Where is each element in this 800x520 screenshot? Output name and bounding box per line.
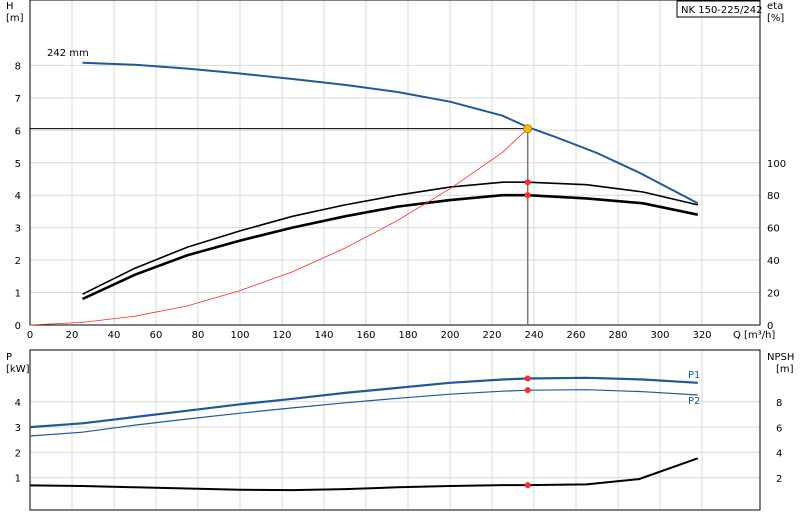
- operating-point-marker: [523, 124, 533, 134]
- x-tick-label: 220: [482, 330, 501, 341]
- x-tick-label: 180: [398, 330, 417, 341]
- x-tick-label: 0: [27, 330, 33, 341]
- y-right-tick-label: 8: [776, 398, 782, 409]
- power-p2-curve: [29, 389, 698, 437]
- top-panel-series: [29, 61, 699, 326]
- ylabel-left-top-unit: [m]: [6, 13, 24, 24]
- operating-point-marker: [524, 375, 531, 382]
- operating-point-marker: [524, 387, 531, 394]
- x-tick-label: 20: [66, 330, 79, 341]
- bottom-panel-grid: [30, 350, 760, 510]
- model-label-box: [676, 0, 761, 18]
- ylabel-left-bottom-unit: [kW]: [6, 364, 30, 375]
- x-axis-label: Q [m³/h]: [733, 330, 775, 341]
- x-tick-label: 100: [230, 330, 249, 341]
- y-right-tick-label: 60: [767, 224, 780, 235]
- top-panel-frame: [29, 0, 761, 326]
- y-left-tick-label: 1: [15, 474, 21, 485]
- y-right-tick-label: 20: [767, 289, 780, 300]
- ylabel-left-top: H: [6, 1, 14, 12]
- ylabel-right-top-unit: [%]: [767, 13, 784, 24]
- x-tick-label: 120: [272, 330, 291, 341]
- efficiency-point-marker: [524, 179, 531, 186]
- x-tick-label: 320: [692, 330, 711, 341]
- y-left-tick-label: 8: [15, 61, 21, 72]
- ylabel-right-top: eta: [767, 1, 783, 12]
- y-left-tick-label: 2: [15, 256, 21, 267]
- x-tick-label: 160: [356, 330, 375, 341]
- x-tick-label: 140: [314, 330, 333, 341]
- x-tick-label: 280: [608, 330, 627, 341]
- series-label-p1: P1: [688, 370, 700, 381]
- y-left-tick-label: 5: [15, 159, 21, 170]
- y-right-tick-label: 40: [767, 256, 780, 267]
- efficiency-curve-b: [81, 193, 699, 301]
- power-p1-curve: [29, 376, 698, 429]
- head-curve: [82, 61, 699, 205]
- x-tick-label: 80: [192, 330, 205, 341]
- y-left-tick-label: 3: [15, 423, 21, 434]
- y-right-tick-label: 6: [776, 423, 782, 434]
- y-left-tick-label: 3: [15, 224, 21, 235]
- y-left-tick-label: 6: [15, 126, 21, 137]
- y-left-tick-label: 0: [15, 321, 21, 332]
- y-left-tick-label: 2: [15, 448, 21, 459]
- y-right-tick-label: 80: [767, 191, 780, 202]
- operating-point-marker: [524, 482, 531, 489]
- x-tick-label: 60: [150, 330, 163, 341]
- x-tick-label: 200: [440, 330, 459, 341]
- y-right-tick-label: 0: [767, 321, 773, 332]
- x-tick-label: 260: [566, 330, 585, 341]
- series-label-p2: P2: [688, 396, 700, 407]
- ylabel-right-bottom: NPSH: [767, 352, 794, 363]
- y-right-tick-label: 4: [776, 449, 782, 460]
- impeller-diameter-label: 242 mm: [47, 48, 89, 59]
- x-tick-label: 240: [524, 330, 543, 341]
- npsh-curve: [29, 457, 699, 492]
- bottom-panel-series: [29, 375, 699, 492]
- tick-labels: 0 20 40 60 80 100 120 140 160 180 200 220 240 260 280 3…: [15, 61, 786, 484]
- system-curve: [29, 128, 528, 326]
- y-right-tick-label: 2: [776, 474, 782, 485]
- ylabel-right-bottom-unit: [m]: [776, 364, 794, 375]
- y-left-tick-label: 4: [15, 398, 21, 409]
- y-left-tick-label: 1: [15, 289, 21, 300]
- efficiency-point-marker: [524, 192, 531, 199]
- y-left-tick-label: 4: [15, 191, 21, 202]
- x-tick-label: 40: [108, 330, 121, 341]
- top-panel-grid: [30, 0, 760, 325]
- bottom-panel-frame: [29, 349, 761, 511]
- model-label: NK 150-225/242: [681, 5, 762, 16]
- y-right-tick-label: 100: [767, 159, 786, 170]
- efficiency-curve-a: [82, 181, 698, 295]
- ylabel-left-bottom: P: [6, 352, 12, 363]
- y-left-tick-label: 7: [15, 94, 21, 105]
- x-tick-label: 300: [650, 330, 669, 341]
